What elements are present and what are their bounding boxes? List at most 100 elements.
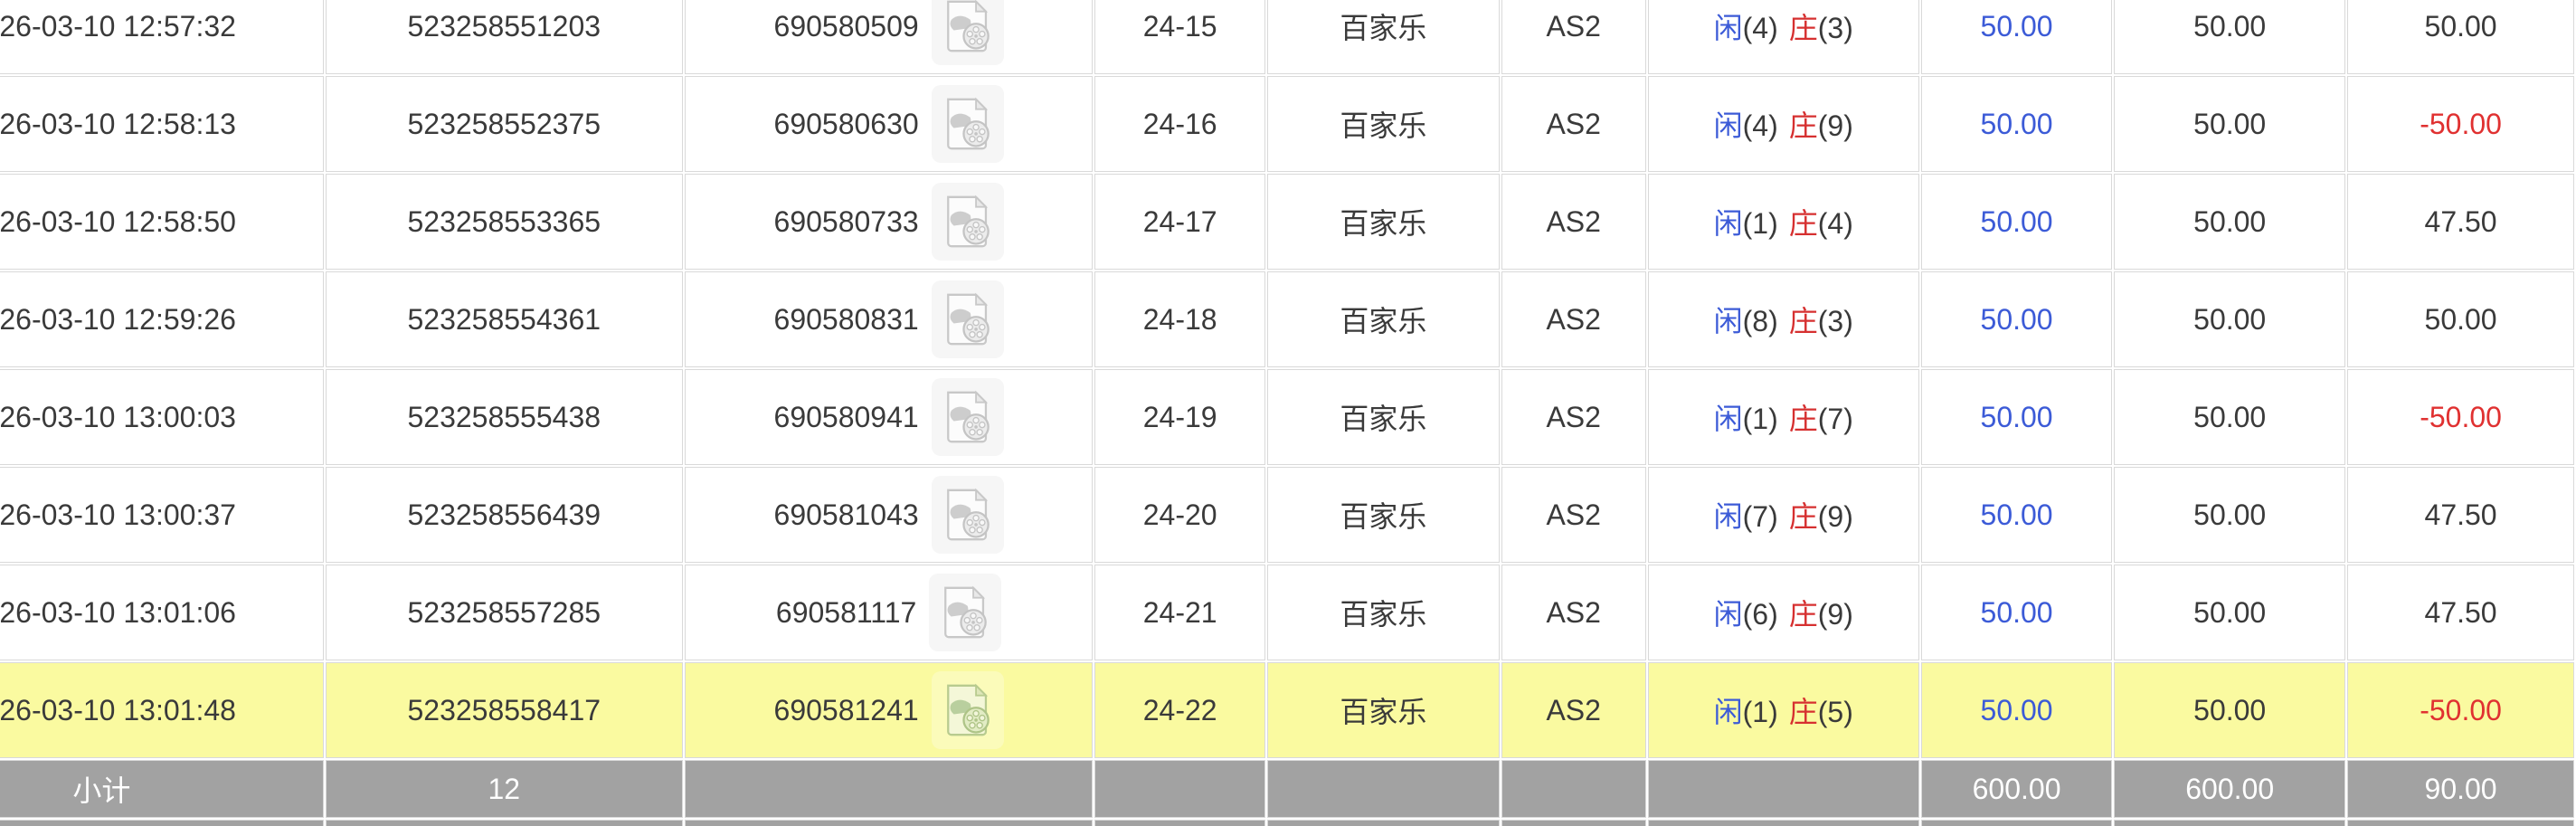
player-result-label: 闲 [1713, 12, 1743, 44]
next-summary-empty-cell [684, 820, 1094, 826]
cell-bet-amount: 50.00 [1920, 369, 2113, 465]
bet-amount-link[interactable]: 50.00 [1980, 498, 2053, 531]
video-replay-button[interactable] [931, 85, 1004, 163]
cell-table-code: AS2 [1501, 369, 1646, 465]
banker-result-score: (7) [1817, 403, 1853, 435]
banker-result-label: 庄 [1788, 500, 1818, 533]
cell-bet-id: 523258558417 [325, 662, 683, 758]
cell-win-loss: 50.00 [2347, 271, 2574, 367]
game-id-number: 690580941 [773, 400, 919, 433]
player-result-label: 闲 [1713, 305, 1743, 337]
video-replay-button[interactable] [931, 378, 1004, 456]
cell-bet-amount: 50.00 [1920, 0, 2113, 74]
cell-game-type: 百家乐 [1266, 369, 1500, 465]
cell-game-type: 百家乐 [1266, 662, 1500, 758]
subtotal-empty-round [1094, 760, 1265, 818]
next-summary-empty-cell [0, 820, 324, 826]
cell-bet-id: 523258554361 [325, 271, 683, 367]
player-result-score: (7) [1742, 500, 1778, 533]
bet-amount-link[interactable]: 50.00 [1980, 204, 2053, 238]
cell-valid-amount: 50.00 [2114, 0, 2346, 74]
cell-table-code: AS2 [1501, 565, 1646, 660]
bet-amount-link[interactable]: 50.00 [1980, 595, 2053, 629]
player-result-label: 闲 [1713, 696, 1743, 728]
cell-game-id: 690581241 [684, 662, 1094, 758]
game-id-number: 690581241 [773, 693, 919, 726]
cell-game-id: 690580733 [684, 174, 1094, 270]
cell-bet-amount: 50.00 [1920, 565, 2113, 660]
video-replay-button[interactable] [931, 0, 1004, 65]
cell-round: 24-21 [1094, 565, 1265, 660]
bet-amount-link[interactable]: 50.00 [1980, 9, 2053, 43]
video-replay-button[interactable] [931, 671, 1004, 749]
cell-game-type: 百家乐 [1266, 565, 1500, 660]
video-replay-button[interactable] [931, 183, 1004, 261]
subtotal-bet-count: 12 [325, 760, 683, 818]
banker-result-score: (4) [1817, 207, 1853, 240]
game-id-group: 690580630 [687, 85, 1092, 163]
banker-result-label: 庄 [1788, 305, 1818, 337]
cell-bet-id: 523258556439 [325, 467, 683, 563]
video-replay-button[interactable] [929, 574, 1002, 651]
bet-amount-link[interactable]: 50.00 [1980, 400, 2053, 433]
cell-result: 闲(1) 庄(7) [1647, 369, 1919, 465]
cell-game-type: 百家乐 [1266, 0, 1500, 74]
banker-result-score: (5) [1817, 696, 1853, 728]
cell-win-loss: 47.50 [2347, 174, 2574, 270]
cell-table-code: AS2 [1501, 174, 1646, 270]
video-replay-button[interactable] [931, 280, 1004, 358]
next-summary-empty-cell [2114, 820, 2346, 826]
player-result-score: (1) [1742, 403, 1778, 435]
banker-result-score: (9) [1817, 500, 1853, 533]
cell-game-id: 690581117 [684, 565, 1094, 660]
cell-valid-amount: 50.00 [2114, 467, 2346, 563]
banker-result-label: 庄 [1788, 207, 1818, 240]
bet-amount-link[interactable]: 50.00 [1980, 693, 2053, 726]
cell-round: 24-16 [1094, 76, 1265, 172]
next-summary-empty-cell [325, 820, 683, 826]
cell-game-id: 690580941 [684, 369, 1094, 465]
cell-bet-amount: 50.00 [1920, 76, 2113, 172]
cell-valid-amount: 50.00 [2114, 271, 2346, 367]
subtotal-bet-amount: 600.00 [1920, 760, 2113, 818]
player-result-score: (6) [1742, 598, 1778, 631]
bet-amount-link[interactable]: 50.00 [1980, 107, 2053, 140]
game-id-group: 690580509 [687, 0, 1092, 65]
cell-game-type: 百家乐 [1266, 174, 1500, 270]
next-summary-empty-cell [1920, 820, 2113, 826]
cell-result: 闲(7) 庄(9) [1647, 467, 1919, 563]
video-replay-icon [946, 97, 990, 150]
cell-bet-time: 2026-03-10 12:57:32 [0, 0, 324, 74]
next-summary-empty-cell [1647, 820, 1919, 826]
cell-bet-time: 2026-03-10 13:00:03 [0, 369, 324, 465]
game-id-group: 690581117 [687, 574, 1092, 651]
video-replay-icon [946, 0, 990, 52]
banker-result-score: (9) [1817, 598, 1853, 631]
bet-amount-link[interactable]: 50.00 [1980, 302, 2053, 336]
cell-result: 闲(4) 庄(9) [1647, 76, 1919, 172]
cell-bet-time: 2026-03-10 13:01:48 [0, 662, 324, 758]
video-replay-icon [946, 292, 990, 346]
game-id-number: 690580630 [773, 107, 919, 140]
player-result-label: 闲 [1713, 109, 1743, 142]
cell-result: 闲(1) 庄(4) [1647, 174, 1919, 270]
player-result-label: 闲 [1713, 598, 1743, 631]
cell-result: 闲(4) 庄(3) [1647, 0, 1919, 74]
cell-bet-id: 523258552375 [325, 76, 683, 172]
cell-valid-amount: 50.00 [2114, 76, 2346, 172]
cell-round: 24-20 [1094, 467, 1265, 563]
cell-bet-time: 2026-03-10 12:58:13 [0, 76, 324, 172]
cell-valid-amount: 50.00 [2114, 174, 2346, 270]
cell-bet-amount: 50.00 [1920, 271, 2113, 367]
cell-bet-time: 2026-03-10 12:59:26 [0, 271, 324, 367]
video-replay-button[interactable] [931, 476, 1004, 554]
next-summary-empty-cell [1501, 820, 1646, 826]
game-id-group: 690580831 [687, 280, 1092, 358]
next-summary-empty-cell [1266, 820, 1500, 826]
cell-bet-amount: 50.00 [1920, 467, 2113, 563]
